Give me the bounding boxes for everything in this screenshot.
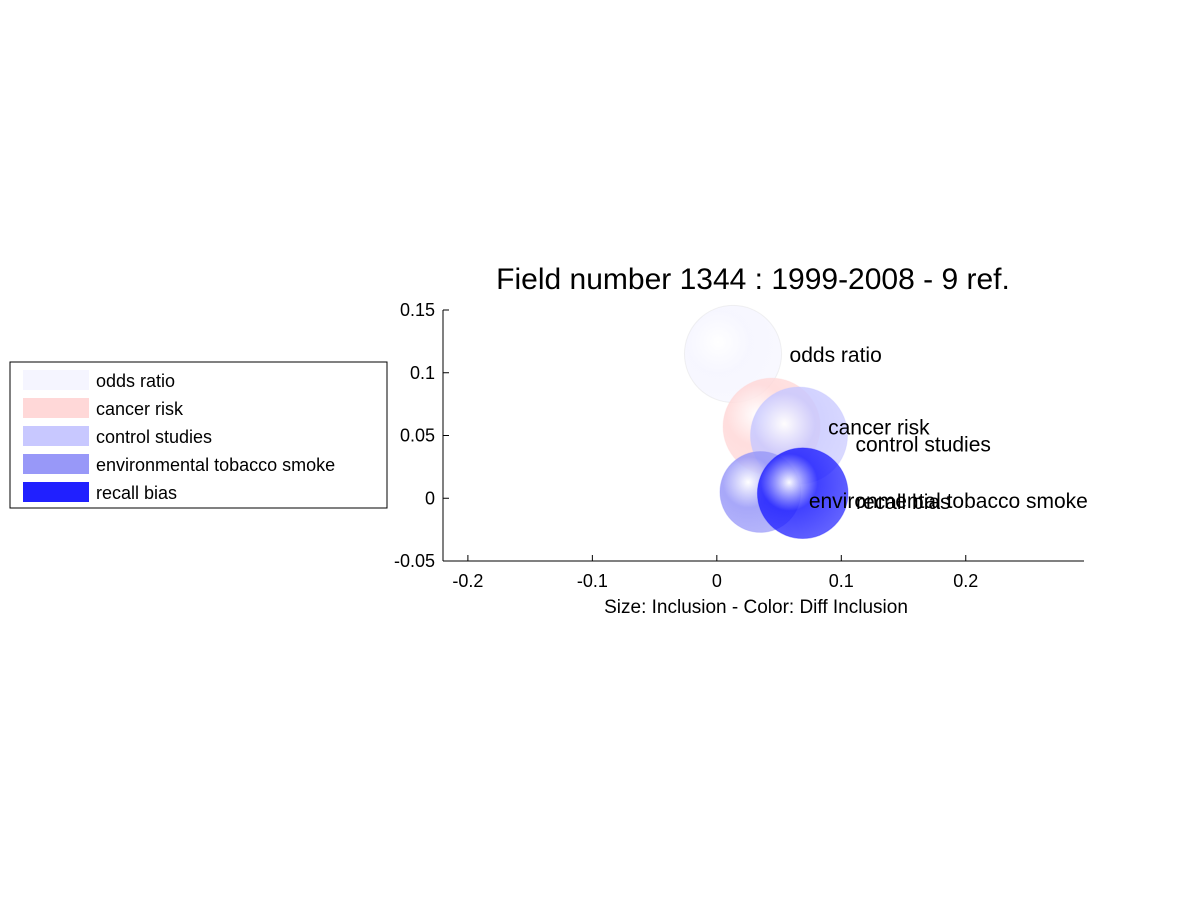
y-tick-label: 0 — [425, 488, 435, 508]
legend-label: recall bias — [96, 483, 177, 503]
y-tick-label: -0.05 — [394, 551, 435, 571]
x-tick-label: -0.2 — [452, 571, 483, 591]
bubble-recall-bias — [756, 447, 849, 540]
x-tick-label: 0.1 — [829, 571, 854, 591]
x-tick-label: 0.2 — [953, 571, 978, 591]
y-tick-label: 0.15 — [400, 300, 435, 320]
y-tick-label: 0.1 — [410, 363, 435, 383]
bubble-layer — [683, 304, 849, 540]
y-tick-label: 0.05 — [400, 426, 435, 446]
legend-swatch — [23, 482, 89, 502]
chart-title: Field number 1344 : 1999-2008 - 9 ref. — [496, 263, 1010, 296]
axes: -0.2 -0.1 0 0.1 0.2 0.15 0.1 0.05 0 -0.05 — [394, 300, 1084, 591]
bubble-label: control studies — [856, 434, 991, 457]
legend-label: cancer risk — [96, 399, 184, 419]
bubble-label: cancer risk — [828, 417, 930, 440]
legend-swatch — [23, 370, 89, 390]
legend-label: environmental tobacco smoke — [96, 455, 335, 475]
x-tick-label: -0.1 — [577, 571, 608, 591]
bubble-label: recall bias — [856, 491, 951, 514]
legend-label: odds ratio — [96, 371, 175, 391]
legend-label: control studies — [96, 427, 212, 447]
legend-swatch — [23, 426, 89, 446]
x-tick-label: 0 — [712, 571, 722, 591]
bubble-label: odds ratio — [790, 344, 882, 367]
legend-swatch — [23, 454, 89, 474]
legend-swatch — [23, 398, 89, 418]
bubble-label: environmental tobacco smoke — [809, 490, 1088, 513]
x-axis-label: Size: Inclusion - Color: Diff Inclusion — [604, 597, 908, 618]
legend: odds ratio cancer risk control studies envi… — [9, 361, 388, 509]
